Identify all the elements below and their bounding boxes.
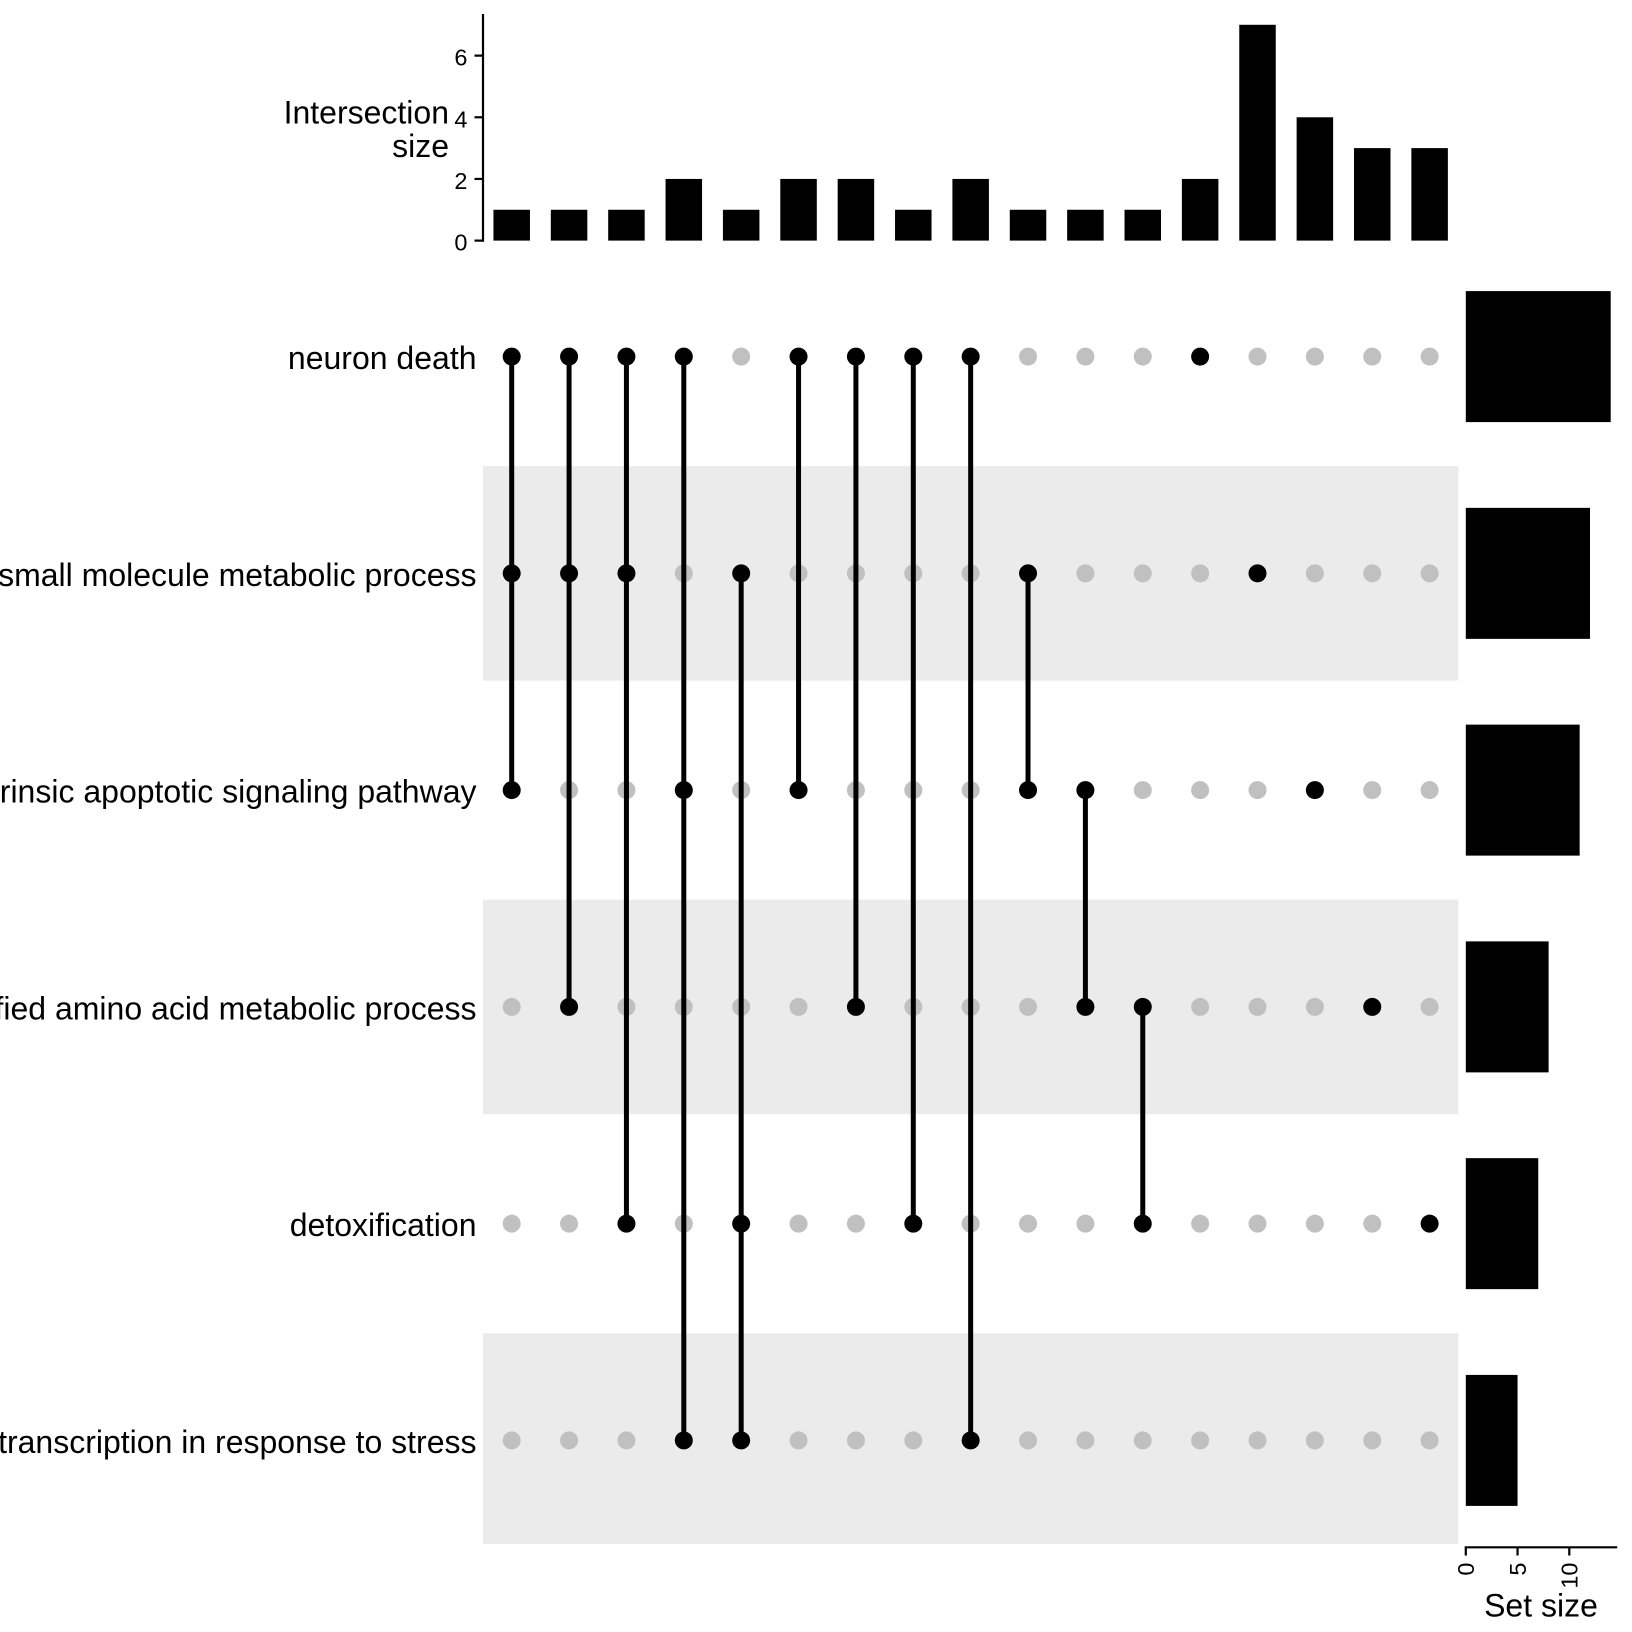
svg-text:size: size	[392, 128, 449, 164]
svg-text:modified amino acid metabolic: modified amino acid metabolic process	[0, 990, 477, 1026]
svg-text:5: 5	[1505, 1563, 1531, 1576]
svg-text:transcription in response to s: transcription in response to stress	[0, 1424, 477, 1460]
svg-text:detoxification: detoxification	[290, 1207, 477, 1243]
svg-text:4: 4	[454, 106, 467, 132]
svg-text:Intersection: Intersection	[284, 94, 449, 130]
svg-text:6: 6	[454, 45, 467, 71]
svg-text:intrinsic apoptotic signaling: intrinsic apoptotic signaling pathway	[0, 774, 477, 810]
svg-text:10: 10	[1557, 1563, 1583, 1589]
svg-text:0: 0	[1453, 1563, 1479, 1576]
svg-text:small molecule metabolic proce: small molecule metabolic process	[0, 557, 477, 593]
svg-text:Set size: Set size	[1484, 1588, 1598, 1624]
svg-text:neuron death: neuron death	[288, 340, 477, 376]
svg-text:2: 2	[454, 168, 467, 194]
svg-text:0: 0	[454, 230, 467, 256]
